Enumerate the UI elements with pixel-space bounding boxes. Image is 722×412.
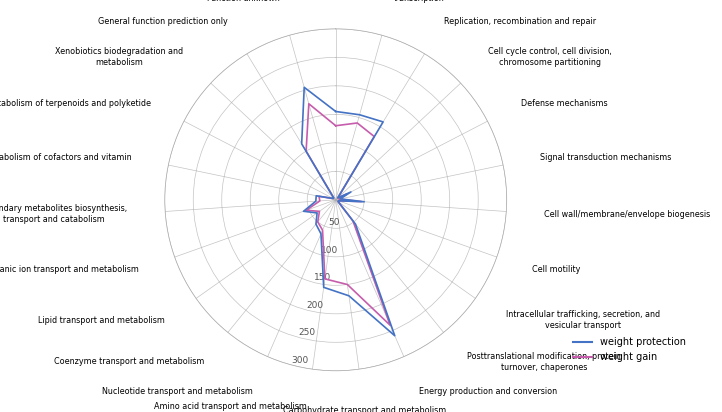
Text: Nucleotide transport and metabolism: Nucleotide transport and metabolism: [102, 386, 253, 396]
Text: Cell wall/membrane/envelope biogenesis: Cell wall/membrane/envelope biogenesis: [544, 210, 710, 218]
Text: Coenzyme transport and metabolism: Coenzyme transport and metabolism: [53, 357, 204, 366]
Text: Replication, recombination and repair: Replication, recombination and repair: [444, 17, 596, 26]
Text: Cell cycle control, cell division,
chromosome partitioning: Cell cycle control, cell division, chrom…: [488, 47, 612, 68]
Text: Inorganic ion transport and metabolism: Inorganic ion transport and metabolism: [0, 265, 139, 274]
Text: Function unknown: Function unknown: [206, 0, 279, 3]
Legend: weight protection, weight gain: weight protection, weight gain: [569, 333, 690, 366]
Text: Secondary metabolites biosynthesis,
transport and catabolism: Secondary metabolites biosynthesis, tran…: [0, 204, 128, 224]
Text: Defense mechanisms: Defense mechanisms: [521, 99, 608, 108]
Text: Intracellular trafficking, secretion, and
vesicular transport: Intracellular trafficking, secretion, an…: [506, 310, 661, 330]
Text: Transcription: Transcription: [392, 0, 444, 3]
Text: Metabolism of terpenoids and polyketide: Metabolism of terpenoids and polyketide: [0, 99, 150, 108]
Text: Metabolism of cofactors and vitamin: Metabolism of cofactors and vitamin: [0, 153, 131, 162]
Text: Lipid transport and metabolism: Lipid transport and metabolism: [38, 316, 165, 325]
Text: Cell motility: Cell motility: [532, 265, 580, 274]
Text: Amino acid transport and metabolism: Amino acid transport and metabolism: [155, 402, 308, 411]
Text: Carbohydrate transport and metabolism: Carbohydrate transport and metabolism: [282, 407, 445, 412]
Text: Posttranslational modification, protein
turnover, chaperones: Posttranslational modification, protein …: [467, 351, 621, 372]
Text: Xenobiotics biodegradation and
metabolism: Xenobiotics biodegradation and metabolis…: [55, 47, 183, 68]
Text: Energy production and conversion: Energy production and conversion: [419, 386, 557, 396]
Text: General function prediction only: General function prediction only: [97, 17, 227, 26]
Text: Signal transduction mechanisms: Signal transduction mechanisms: [540, 153, 671, 162]
